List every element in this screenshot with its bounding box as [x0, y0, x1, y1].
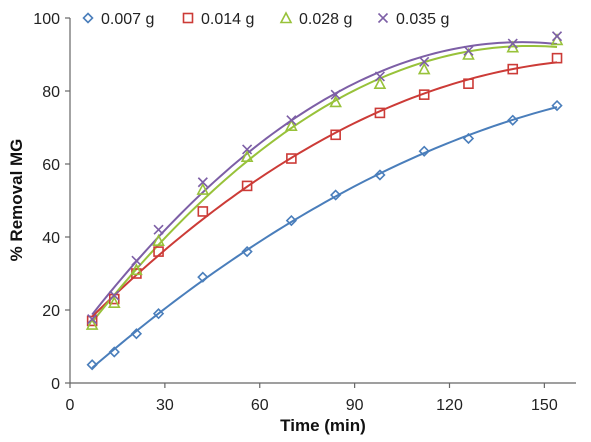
data-point-series-1 — [108, 346, 120, 358]
axes — [69, 18, 576, 384]
legend: 0.007 g 0.014 g 0.028 g 0.035 g — [82, 11, 449, 28]
x-tick-label: 90 — [346, 397, 364, 414]
data-point-series-1 — [551, 99, 563, 112]
legend-label-series-2: 0.014 g — [201, 11, 254, 28]
data-point-series-4 — [551, 31, 563, 42]
data-point-series-3 — [196, 182, 210, 195]
data-point-series-2 — [330, 129, 341, 141]
data-point-series-4 — [286, 115, 297, 126]
tick-marks — [65, 17, 545, 388]
fit-curve-series-3 — [91, 44, 558, 323]
legend-marker-series-3 — [279, 11, 293, 24]
legend-label-series-1: 0.007 g — [101, 11, 154, 28]
data-point-series-3 — [285, 118, 298, 131]
data-point-series-4 — [419, 56, 430, 67]
y-tick-label: 60 — [42, 157, 60, 174]
data-points — [85, 31, 564, 371]
fit-curve-series-2 — [91, 61, 558, 318]
data-point-series-3 — [130, 263, 143, 276]
data-point-series-3 — [85, 317, 99, 330]
y-tick-label: 80 — [42, 84, 60, 101]
fit-curves — [91, 41, 558, 369]
data-point-series-2 — [418, 89, 430, 100]
x-tick-label: 30 — [156, 397, 174, 414]
data-point-series-3 — [417, 62, 431, 75]
y-tick-label: 0 — [51, 376, 60, 393]
x-tick-label: 120 — [436, 397, 463, 414]
data-point-series-3 — [373, 76, 387, 89]
data-point-series-2 — [551, 52, 563, 64]
data-point-series-4 — [330, 89, 341, 100]
data-point-series-2 — [153, 246, 164, 257]
data-point-series-4 — [153, 224, 164, 235]
data-point-series-1 — [507, 114, 519, 126]
data-point-series-3 — [329, 95, 342, 108]
data-point-series-2 — [86, 315, 98, 327]
fit-curve-series-1 — [91, 106, 558, 369]
legend-label-series-4: 0.035 g — [396, 11, 449, 28]
data-point-series-2 — [241, 180, 253, 192]
data-point-series-4 — [374, 71, 385, 82]
data-point-series-4 — [463, 45, 474, 56]
x-tick-label: 60 — [251, 397, 269, 414]
data-point-series-1 — [152, 308, 165, 320]
data-point-series-3 — [240, 149, 254, 162]
y-tick-label: 100 — [33, 11, 60, 28]
y-tick-label: 20 — [42, 303, 60, 320]
data-point-series-4 — [197, 177, 208, 188]
data-point-series-3 — [152, 233, 165, 246]
data-point-series-2 — [463, 78, 474, 89]
data-point-series-4 — [242, 144, 253, 155]
data-point-series-2 — [197, 206, 209, 217]
legend-label-series-3: 0.028 g — [299, 11, 352, 28]
data-point-series-2 — [374, 107, 386, 119]
x-tick-label: 150 — [531, 397, 558, 414]
y-axis-title: % Removal MG — [7, 139, 26, 262]
data-point-series-1 — [130, 328, 143, 340]
tick-labels: 0 30 60 90 120 150 0 20 40 60 80 100 — [33, 11, 558, 414]
x-axis-title: Time (min) — [280, 416, 366, 435]
legend-marker-series-4 — [377, 12, 389, 24]
fit-curve-series-4 — [91, 41, 558, 316]
data-point-series-1 — [86, 359, 98, 371]
y-tick-label: 40 — [42, 230, 60, 247]
data-point-series-4 — [87, 314, 98, 325]
data-point-series-4 — [109, 290, 120, 301]
data-point-series-1 — [462, 132, 475, 145]
data-point-series-1 — [330, 189, 342, 201]
data-point-series-1 — [374, 169, 386, 181]
data-point-series-1 — [418, 145, 430, 157]
data-point-series-4 — [131, 255, 142, 266]
data-point-series-2 — [507, 63, 519, 75]
legend-marker-series-1 — [82, 12, 94, 24]
data-point-series-1 — [285, 214, 298, 227]
data-point-series-1 — [241, 245, 253, 258]
legend-marker-series-2 — [182, 12, 194, 24]
data-point-series-2 — [286, 153, 297, 164]
data-point-series-3 — [107, 295, 121, 309]
data-point-series-1 — [197, 271, 209, 283]
data-point-series-4 — [507, 38, 518, 49]
x-tick-label: 0 — [66, 397, 75, 414]
